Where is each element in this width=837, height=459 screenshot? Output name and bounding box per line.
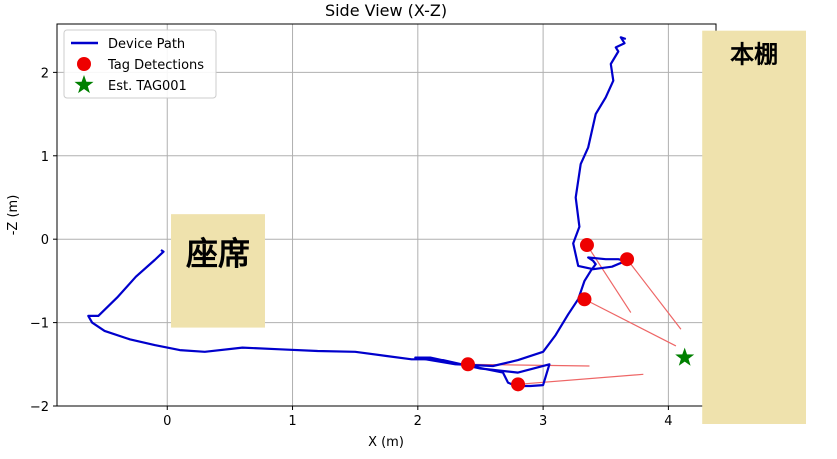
detection-ray: [586, 244, 632, 313]
y-tick-label: 0: [41, 233, 49, 248]
legend: Device Path Tag Detections Est. TAG001: [63, 29, 217, 99]
y-tick-label: −2: [30, 400, 49, 415]
tag-detection-point: [620, 252, 635, 267]
y-tick-label: 1: [41, 150, 49, 165]
legend-entry-label: Device Path: [108, 37, 185, 52]
legend-entry-label: Tag Detections: [107, 58, 204, 73]
legend-circle-swatch: [77, 57, 91, 71]
detection-ray: [626, 258, 682, 330]
tag-detection-point: [579, 238, 594, 253]
tag-detection-point: [577, 292, 592, 307]
series-markers: [460, 238, 695, 392]
detection-rays: [467, 244, 682, 385]
detection-ray: [518, 373, 644, 385]
legend-entry-label: Est. TAG001: [108, 79, 187, 94]
y-axis-label: -Z (m): [6, 195, 21, 236]
x-tick-label: 4: [664, 414, 672, 429]
chart-title: Side View (X-Z): [325, 1, 447, 20]
y-tick-label: −1: [30, 317, 49, 332]
x-tick-label: 3: [539, 414, 547, 429]
legend-star-swatch: [74, 75, 94, 94]
axis-ticks: 0 1 2 3 4 −2 −1 0 1 2: [30, 66, 673, 429]
x-axis-label: X (m): [368, 435, 404, 450]
tag-detection-point: [511, 377, 526, 392]
annotation-label: 座席: [186, 235, 250, 273]
series-lines: [87, 36, 627, 388]
tag-detection-point: [460, 357, 475, 372]
est-tag-star: [675, 347, 695, 366]
detection-ray: [467, 363, 590, 367]
x-tick-label: 2: [414, 414, 422, 429]
annotation-box: [702, 30, 806, 425]
legend-box: [63, 29, 217, 99]
device-path-line: [87, 36, 627, 388]
annotation-box: [171, 214, 265, 328]
annotations: 座席 本棚: [171, 30, 806, 425]
x-tick-label: 1: [288, 414, 296, 429]
y-tick-label: 2: [41, 66, 49, 81]
annotation-label: 本棚: [730, 41, 778, 69]
x-tick-label: 0: [163, 414, 171, 429]
detection-ray: [584, 298, 677, 347]
